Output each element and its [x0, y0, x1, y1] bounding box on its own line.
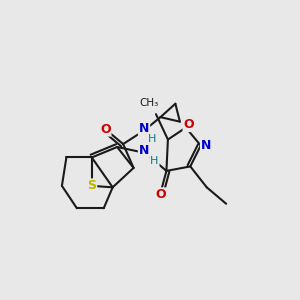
Text: N: N [139, 122, 149, 135]
Text: O: O [155, 188, 166, 201]
Text: O: O [184, 118, 194, 131]
Text: H: H [150, 156, 159, 166]
Text: S: S [87, 179, 96, 192]
Text: O: O [100, 123, 110, 136]
Text: CH₃: CH₃ [139, 98, 158, 108]
Text: N: N [139, 143, 149, 157]
Text: N: N [201, 139, 211, 152]
Text: H: H [148, 134, 157, 144]
